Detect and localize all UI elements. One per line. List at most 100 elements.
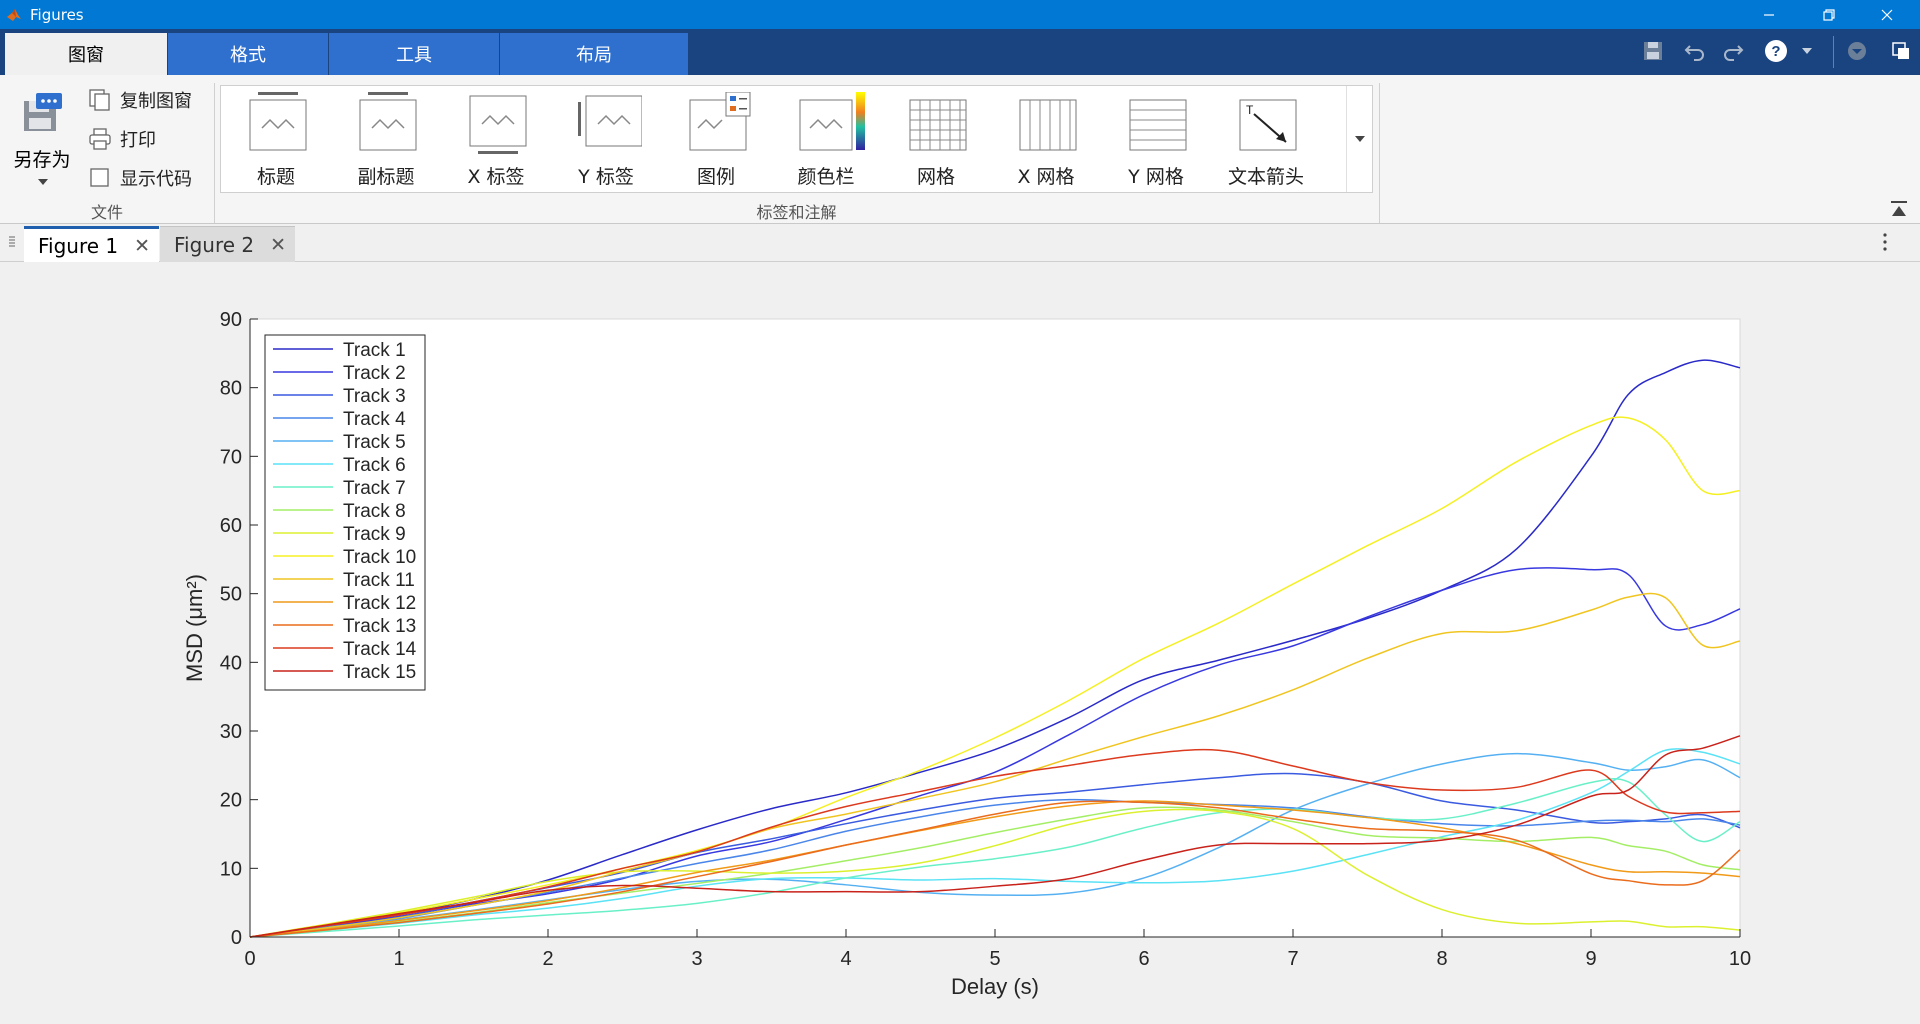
grid-label: 网格 <box>916 166 955 188</box>
minimize-icon <box>1764 13 1774 16</box>
grip-icon <box>9 236 15 247</box>
restore-button[interactable] <box>1806 0 1852 29</box>
close-button[interactable] <box>1864 0 1910 29</box>
copy-figure-button[interactable]: 复制图窗 <box>88 87 192 113</box>
legend-icon <box>689 92 751 151</box>
colorbar-icon <box>799 92 865 151</box>
series-line-track-14[interactable] <box>249 748 1741 938</box>
series-line-track-7[interactable] <box>249 777 1741 938</box>
legend-label: 图例 <box>696 166 735 188</box>
collapse-ribbon-button[interactable] <box>1890 200 1908 222</box>
legend-entry: Track 11 <box>343 570 415 591</box>
x-tick-label: 2 <box>542 948 553 970</box>
series-line-track-5[interactable] <box>249 752 1741 938</box>
print-label: 打印 <box>120 130 156 151</box>
series-line-track-9[interactable] <box>249 808 1741 938</box>
ygrid-button[interactable]: Y 网格 <box>1101 86 1211 194</box>
y-tick-label: 60 <box>220 515 242 537</box>
collapse-up-icon <box>1891 201 1907 216</box>
undock-icon[interactable] <box>1886 36 1916 66</box>
y-tick-label: 80 <box>220 378 242 400</box>
series-line-track-2[interactable] <box>249 567 1741 938</box>
svg-text:?: ? <box>1771 43 1780 60</box>
x-tick-label: 1 <box>393 948 404 970</box>
series-line-track-10[interactable] <box>249 416 1741 938</box>
series-line-track-11[interactable] <box>249 592 1741 938</box>
series-line-track-13[interactable] <box>249 800 1741 938</box>
close-icon[interactable]: ✕ <box>134 234 151 257</box>
more-vertical-icon <box>1883 233 1887 251</box>
tab-layout[interactable]: 布局 <box>500 33 688 75</box>
help-icon[interactable]: ? <box>1761 36 1791 66</box>
x-tick-label: 5 <box>989 948 1000 970</box>
plot-area <box>249 318 1741 938</box>
legend-entry: Track 8 <box>343 501 406 522</box>
x-tick-label: 8 <box>1436 948 1447 970</box>
save-icon[interactable] <box>1638 36 1668 66</box>
minimize-button[interactable] <box>1746 0 1792 29</box>
show-code-checkbox[interactable]: 显示代码 <box>88 165 192 191</box>
msd-chart[interactable]: 0 1 2 3 4 5 6 7 8 9 10 0 10 20 30 40 50 60 70 80 90 Delay (… <box>0 262 1920 1020</box>
subtitle-button[interactable]: 副标题 <box>331 86 441 194</box>
subtitle-label: 副标题 <box>357 166 415 188</box>
title-bar: Figures <box>0 0 1920 29</box>
close-icon[interactable]: ✕ <box>270 233 287 256</box>
toolstrip: 另存为 复制图窗 打印 显示代码 文件 标题 副标题 X 标签 Y 标签 <box>0 75 1920 224</box>
legend-entry: Track 5 <box>343 432 406 453</box>
help-dropdown-icon[interactable] <box>1792 36 1822 66</box>
legend-box <box>264 334 426 691</box>
series-line-track-12[interactable] <box>249 800 1741 938</box>
x-tick-label: 3 <box>691 948 702 970</box>
ylabel-button[interactable]: Y 标签 <box>551 86 661 194</box>
annotations-section-label: 标签和注解 <box>756 203 837 222</box>
tab-menu-handle[interactable] <box>8 234 16 253</box>
annotations-gallery: 标题 副标题 X 标签 Y 标签 图例 颜色栏 网格 X 网格 <box>220 85 1373 193</box>
save-as-button[interactable]: 另存为 <box>8 85 76 195</box>
xlabel-button[interactable]: X 标签 <box>441 86 551 194</box>
xlabel-icon <box>469 95 527 154</box>
redo-icon[interactable] <box>1718 36 1748 66</box>
tab-tools[interactable]: 工具 <box>329 33 499 75</box>
colorbar-button[interactable]: 颜色栏 <box>771 86 881 194</box>
collapse-toolstrip-icon[interactable] <box>1842 36 1872 66</box>
legend-entry: Track 3 <box>343 386 406 407</box>
tab-format[interactable]: 格式 <box>168 33 328 75</box>
ygrid-icon <box>1129 99 1187 151</box>
checkbox-icon <box>90 168 109 187</box>
xlabel-label: X 标签 <box>467 166 525 188</box>
more-options-button[interactable] <box>1882 232 1888 256</box>
figure-canvas[interactable]: 0 1 2 3 4 5 6 7 8 9 10 0 10 20 30 40 50 60 70 80 90 Delay (… <box>0 262 1920 1020</box>
tab-figure-1[interactable]: Figure 1 ✕ <box>24 226 159 262</box>
save-as-icon <box>24 93 62 131</box>
qat-divider <box>1833 36 1834 68</box>
legend-button[interactable]: 图例 <box>661 86 771 194</box>
grid-button[interactable]: 网格 <box>881 86 991 194</box>
close-icon <box>1881 9 1893 20</box>
undo-icon[interactable] <box>1680 36 1710 66</box>
series-line-track-15[interactable] <box>249 735 1741 938</box>
print-button[interactable]: 打印 <box>88 126 156 152</box>
gallery-expand-button[interactable] <box>1346 86 1372 192</box>
series-line-track-6[interactable] <box>249 748 1741 938</box>
figure-tab-bar: Figure 1 ✕ Figure 2 ✕ <box>0 224 1920 262</box>
tab-figure-2[interactable]: Figure 2 ✕ <box>160 226 295 262</box>
y-tick-label: 70 <box>220 446 242 468</box>
legend-entry: Track 15 <box>343 662 416 683</box>
y-tick-label: 0 <box>231 927 242 949</box>
tab-figure[interactable]: 图窗 <box>5 33 167 75</box>
file-section-label: 文件 <box>90 203 123 222</box>
save-as-label: 另存为 <box>13 149 71 171</box>
ribbon-tab-bar: 图窗 格式 工具 布局 <box>0 29 1920 75</box>
x-axis-label: Delay (s) <box>951 974 1039 999</box>
text-arrow-button[interactable]: T 文本箭头 <box>1211 86 1321 194</box>
y-tick-label: 90 <box>220 309 242 331</box>
series-line-track-8[interactable] <box>249 806 1741 938</box>
ylabel-icon <box>578 95 642 147</box>
title-label: 标题 <box>256 166 295 188</box>
text-arrow-icon: T <box>1239 99 1297 151</box>
y-axis-label: MSD (μm²) <box>182 574 207 682</box>
xgrid-button[interactable]: X 网格 <box>991 86 1101 194</box>
section-divider <box>214 83 215 223</box>
title-button[interactable]: 标题 <box>221 86 331 194</box>
